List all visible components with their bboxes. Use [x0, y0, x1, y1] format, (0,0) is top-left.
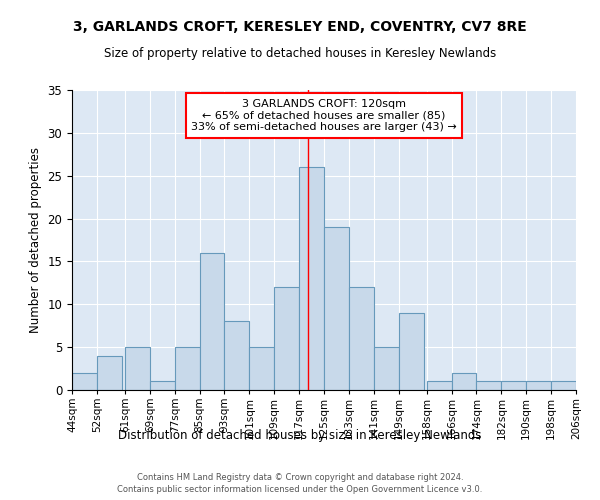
Text: 3 GARLANDS CROFT: 120sqm
← 65% of detached houses are smaller (85)
33% of semi-d: 3 GARLANDS CROFT: 120sqm ← 65% of detach…	[191, 99, 457, 132]
Text: Distribution of detached houses by size in Keresley Newlands: Distribution of detached houses by size …	[118, 428, 482, 442]
Bar	[398, 313, 424, 390]
Text: Size of property relative to detached houses in Keresley Newlands: Size of property relative to detached ho…	[104, 48, 496, 60]
Bar	[374, 347, 398, 390]
Text: Contains HM Land Registry data © Crown copyright and database right 2024.: Contains HM Land Registry data © Crown c…	[137, 473, 463, 482]
Bar	[427, 382, 452, 390]
Bar	[224, 322, 250, 390]
Bar	[200, 253, 224, 390]
Bar	[452, 373, 476, 390]
Bar	[125, 347, 150, 390]
Bar	[324, 227, 349, 390]
Bar	[502, 382, 526, 390]
Y-axis label: Number of detached properties: Number of detached properties	[29, 147, 42, 333]
Bar	[476, 382, 502, 390]
Bar	[150, 382, 175, 390]
Bar	[526, 382, 551, 390]
Bar	[72, 373, 97, 390]
Bar	[97, 356, 122, 390]
Text: Contains public sector information licensed under the Open Government Licence v3: Contains public sector information licen…	[118, 484, 482, 494]
Bar	[551, 382, 576, 390]
Bar	[349, 287, 374, 390]
Text: 3, GARLANDS CROFT, KERESLEY END, COVENTRY, CV7 8RE: 3, GARLANDS CROFT, KERESLEY END, COVENTR…	[73, 20, 527, 34]
Bar	[299, 167, 324, 390]
Bar	[250, 347, 274, 390]
Bar	[175, 347, 200, 390]
Bar	[274, 287, 299, 390]
